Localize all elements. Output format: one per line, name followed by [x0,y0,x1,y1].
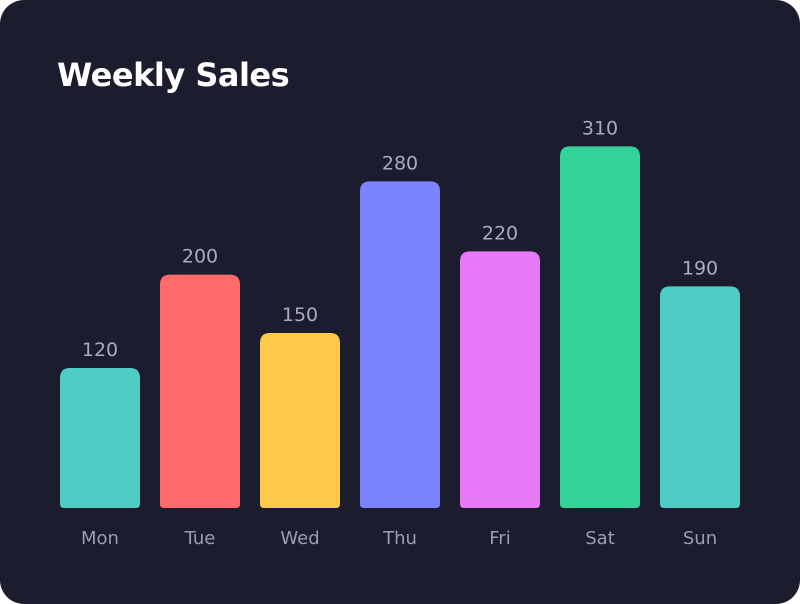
bar-tue [160,274,240,508]
data-label: 120 [82,339,118,361]
x-tick-label: Wed [280,528,319,549]
bar-sun [660,286,740,508]
x-tick-label: Fri [489,528,510,549]
bar-mon [60,368,140,508]
x-tick-label: Sat [585,528,615,549]
data-label: 220 [482,222,518,244]
chart-title: Weekly Sales [57,56,290,94]
data-label: 150 [282,304,318,326]
bar-sat [560,146,640,509]
x-tick-label: Thu [382,528,417,549]
data-label: 190 [682,257,718,279]
data-label: 200 [182,246,218,268]
data-label: 280 [382,152,418,174]
x-tick-label: Tue [184,528,216,549]
data-label: 310 [582,117,618,139]
bar-thu [360,181,440,509]
bar-wed [260,333,340,508]
bar-fri [460,251,540,509]
x-tick-label: Sun [683,528,717,549]
x-tick-label: Mon [81,528,119,549]
